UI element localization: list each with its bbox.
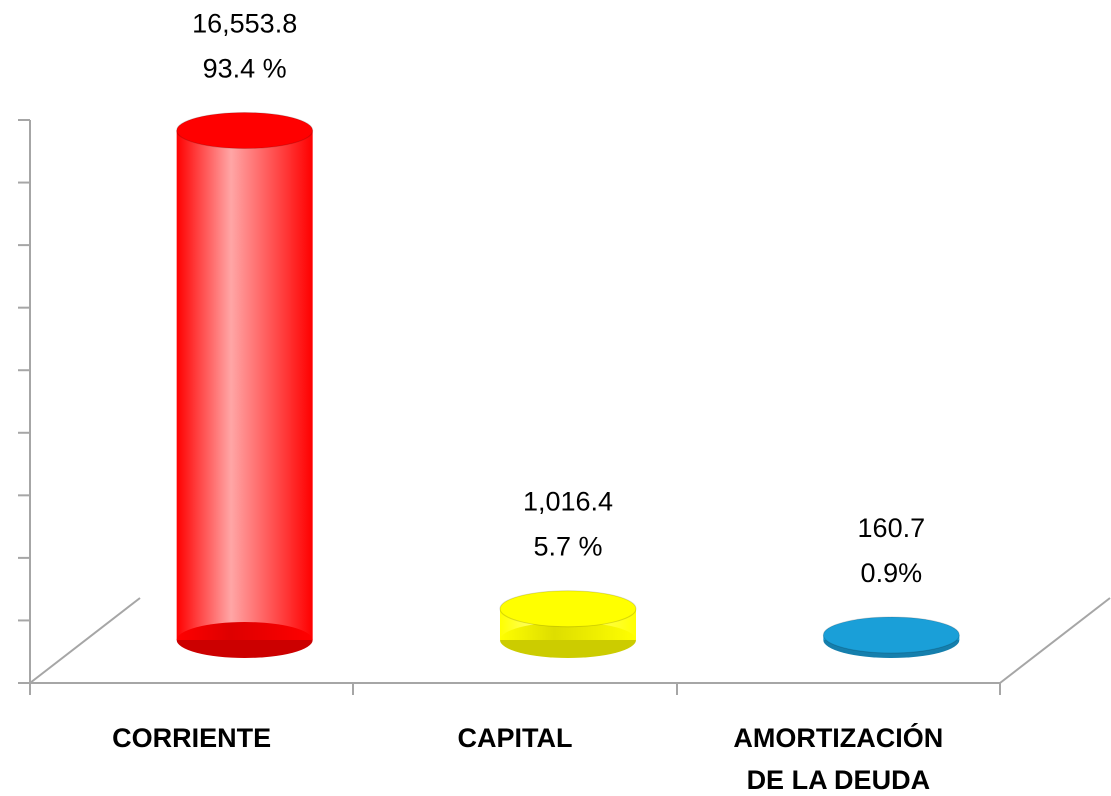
x-tick-label: AMORTIZACIÓN — [733, 722, 943, 753]
percentage-label: 93.4 % — [203, 54, 287, 84]
percentage-label: 5.7 % — [533, 532, 602, 562]
percentage-label: 0.9% — [861, 558, 923, 588]
x-tick-label: DE LA DEUDA — [747, 765, 931, 795]
value-label: 16,553.8 — [192, 9, 297, 39]
cylinder — [176, 112, 314, 658]
bar — [176, 130, 313, 641]
value-label: 1,016.4 — [523, 487, 613, 517]
cylinder-top — [499, 590, 637, 628]
cylinder-top — [822, 616, 960, 654]
floor-left — [29, 597, 141, 684]
floor-right — [999, 597, 1111, 684]
x-tick-label: CAPITAL — [458, 723, 573, 753]
x-tick-label: CORRIENTE — [112, 723, 271, 753]
cylinder-top — [176, 112, 314, 150]
cylinder — [499, 590, 637, 658]
value-label: 160.7 — [858, 513, 926, 543]
cylinder — [822, 616, 960, 658]
